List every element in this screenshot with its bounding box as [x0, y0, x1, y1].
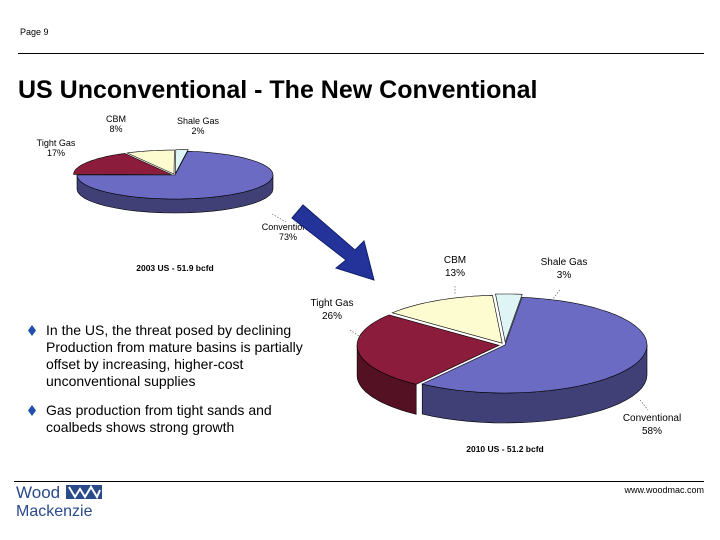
pie-chart-2003 — [73, 149, 274, 214]
pie-label-tight-gas-2003: Tight Gas 17% — [37, 138, 76, 158]
bullet-text: In the US, the threat posed by declining… — [46, 322, 303, 389]
pie-label-cbm-2010: CBM 13% — [444, 255, 466, 279]
top-divider — [18, 53, 704, 54]
pie-labels-2003: Conventional 73% Tight Gas 17% CBM 8% Shale Ga… — [37, 114, 315, 242]
pie-slice-cbm-2010 — [391, 294, 503, 344]
pie-slice-conventional-2003 — [76, 150, 274, 200]
pie-slice-tight-gas-2003 — [73, 153, 172, 175]
pie-slice-shale-gas-2003 — [175, 149, 189, 174]
logo-text-wood: Wood — [16, 483, 60, 502]
pie-label-tight-gas-2010: Tight Gas 26% — [311, 298, 354, 322]
pie-leader-line-2010 — [551, 289, 561, 301]
logo-text-mackenzie: Mackenzie — [16, 503, 93, 520]
page-title: US Unconventional - The New Conventional — [18, 76, 538, 104]
pie-slice-shale-gas-2010 — [495, 293, 523, 344]
diamond-bullet-icon — [28, 405, 36, 416]
pie-leader-line-2010 — [349, 329, 363, 339]
bullet-item: Gas production from tight sands and coal… — [28, 402, 328, 436]
page-number: Page 9 — [20, 27, 49, 37]
pie-label-cbm-2003: CBM 8% — [106, 114, 126, 134]
website-url[interactable]: www.woodmac.com — [624, 485, 704, 495]
chart-title-2010: 2010 US - 51.2 bcfd — [466, 444, 543, 454]
pie-slice-cbm-2003 — [126, 149, 175, 175]
bullet-item: In the US, the threat posed by declining… — [28, 322, 328, 390]
pie-slice-conventional-2010 — [421, 296, 648, 394]
pie-leader-line-2010 — [639, 399, 649, 411]
pie-leader-line-2003 — [271, 213, 287, 223]
bullet-text: Gas production from tight sands and coal… — [46, 402, 272, 435]
pie-label-conventional-2003: Conventional 73% — [262, 222, 315, 242]
chart-title-2003: 2003 US - 51.9 bcfd — [136, 263, 213, 273]
bottom-divider — [14, 481, 704, 482]
pie-label-conventional-2010: Conventional 58% — [623, 413, 681, 437]
arrow-icon — [291, 204, 375, 281]
pie-label-shale-gas-2010: Shale Gas 3% — [541, 257, 588, 281]
bullet-list: In the US, the threat posed by declining… — [28, 322, 328, 448]
pie-labels-2010: Conventional 58% Tight Gas 26% CBM 13% Shale G… — [311, 255, 682, 437]
pie-label-shale-gas-2003: Shale Gas 2% — [177, 116, 220, 136]
pie-slice-tight-gas-2010 — [356, 314, 500, 385]
wood-mackenzie-logo: Wood Mackenzie — [16, 483, 102, 520]
pie-chart-2010 — [356, 293, 648, 424]
diamond-bullet-icon — [28, 325, 36, 336]
